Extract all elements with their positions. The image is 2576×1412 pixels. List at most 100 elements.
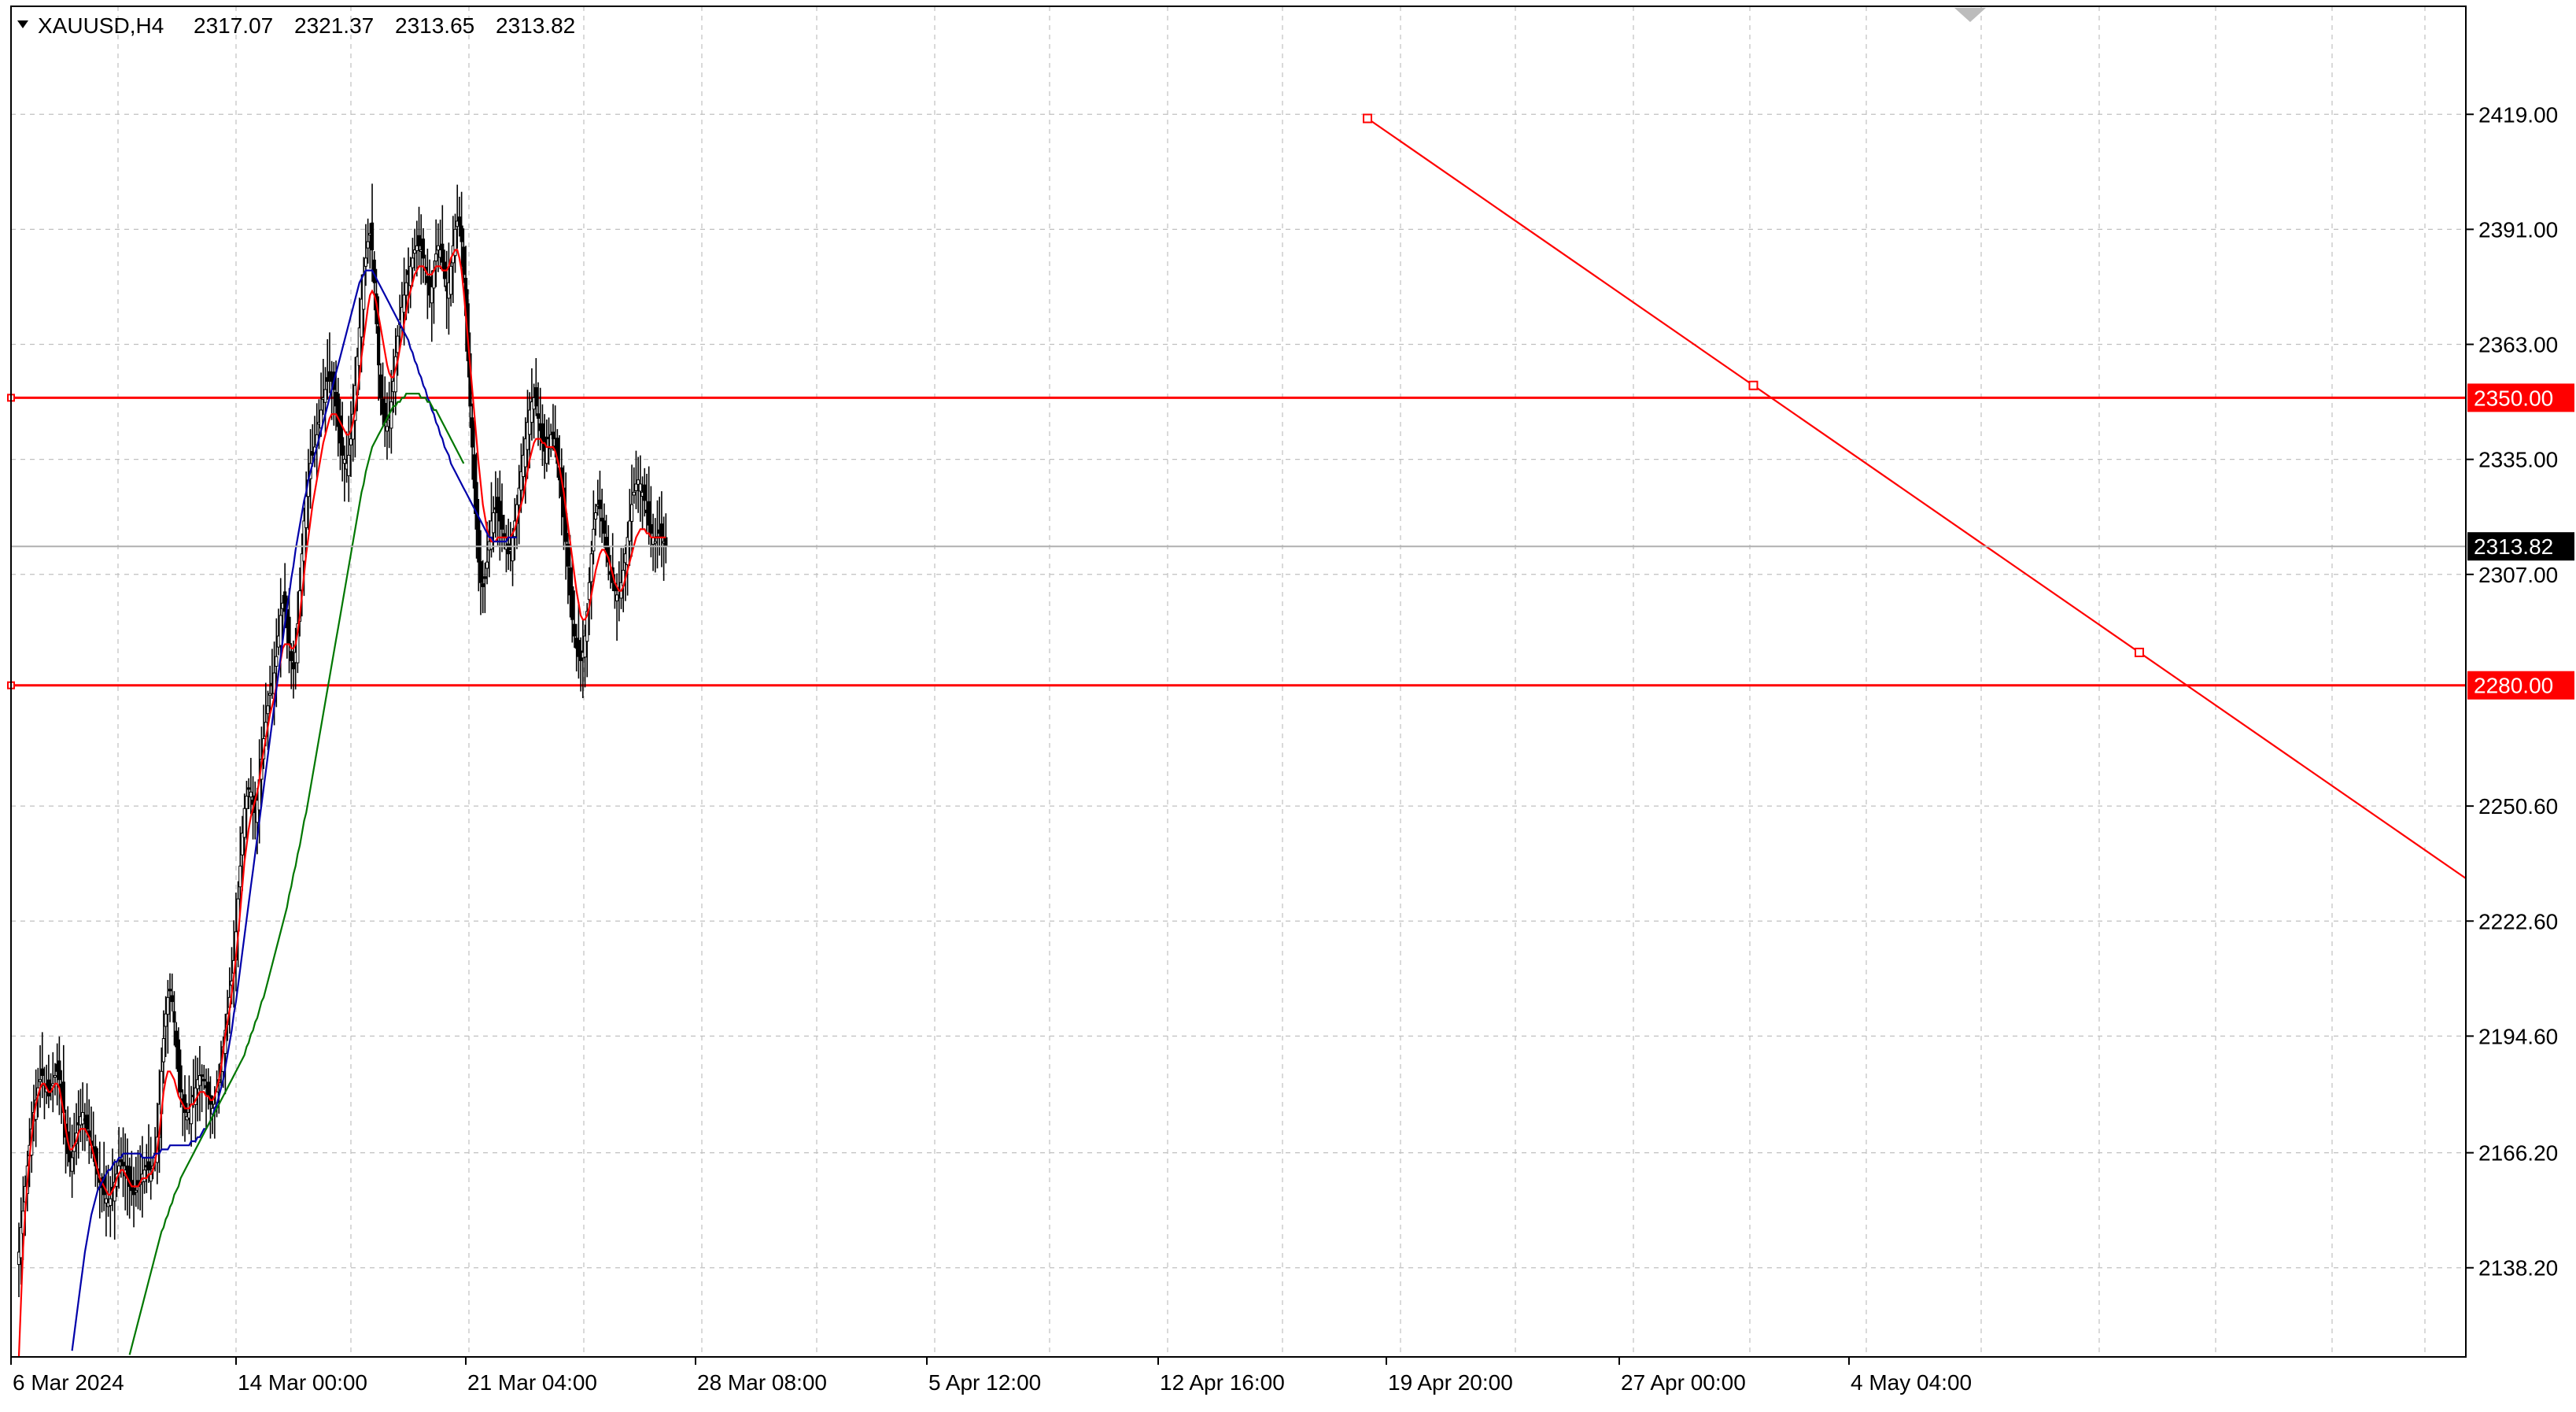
candle-body: [583, 635, 587, 658]
candle-body: [206, 1081, 210, 1097]
candle-body: [577, 640, 581, 657]
level-price-label: 2280.00: [2474, 674, 2553, 698]
candle-body: [349, 438, 353, 445]
level-price-box: [2467, 671, 2574, 700]
candle-body: [104, 1198, 109, 1204]
time-tick-label: 12 Apr 16:00: [1160, 1370, 1285, 1395]
candle-body: [602, 520, 606, 534]
dropdown-arrow-icon[interactable]: [17, 20, 28, 28]
time-axis[interactable]: 6 Mar 2024 14 Mar 00:00 21 Mar 04:00 28 Mar…: [10, 1357, 1972, 1395]
candlestick-series: [17, 183, 668, 1298]
candle-body: [19, 1227, 23, 1259]
candle-body: [249, 791, 253, 798]
price-tick-label: 2222.60: [2478, 909, 2558, 933]
candle-body: [413, 249, 417, 254]
trend-line-marker[interactable]: [1748, 380, 1759, 390]
candle-body: [127, 1166, 131, 1187]
price-tick-label: 2194.60: [2478, 1024, 2558, 1048]
price-tick-label: 2363.00: [2478, 333, 2558, 357]
candle-body: [290, 651, 293, 661]
candle-body: [477, 519, 481, 563]
candle-body: [175, 1030, 179, 1048]
candle-body: [360, 298, 364, 338]
candle-body: [85, 1114, 89, 1129]
candle-body: [68, 1151, 72, 1162]
candle-body: [242, 808, 246, 838]
price-axis[interactable]: 2419.00 2391.00 2363.00 2335.00 2307.00 2250.…: [2466, 102, 2558, 1281]
current-price-label: 2313.82: [2474, 534, 2553, 559]
trend-line-group[interactable]: [1363, 113, 2467, 879]
candle-body: [378, 374, 382, 398]
candle-body: [589, 553, 593, 582]
candle-body: [176, 1039, 180, 1072]
ma-mid-line: [71, 269, 517, 1351]
candle-body: [441, 243, 445, 263]
header-open: 2317.07: [194, 13, 273, 38]
candle-body: [364, 257, 368, 267]
candle-body: [279, 615, 282, 646]
candle-body: [142, 1170, 146, 1182]
candle-body: [459, 225, 463, 242]
header-low: 2313.65: [395, 13, 474, 38]
candle-body: [489, 520, 493, 550]
candle-body: [664, 537, 668, 546]
candle-body: [338, 415, 342, 444]
candle-body: [485, 561, 489, 569]
candle-body: [408, 265, 412, 286]
candle-body: [38, 1079, 42, 1082]
grid-lines: [11, 6, 2466, 1357]
candle-body: [632, 491, 636, 496]
candle-body: [472, 454, 476, 489]
candle-body: [266, 705, 270, 715]
trend-line-marker[interactable]: [1363, 113, 1372, 124]
candle-body: [507, 543, 511, 555]
candle-body: [600, 517, 604, 522]
candle-body: [304, 496, 308, 528]
candle-body: [598, 499, 602, 509]
candle-body: [647, 501, 651, 526]
candle-body: [572, 623, 577, 637]
candle-body: [421, 238, 426, 259]
candle-body: [587, 582, 592, 601]
header-close: 2313.82: [496, 13, 575, 38]
candle-body: [81, 1111, 85, 1125]
current-price-group: 2313.82: [11, 532, 2574, 561]
candle-body: [453, 228, 457, 257]
candle-body: [275, 656, 279, 667]
candle-body: [534, 386, 538, 407]
candle-body: [268, 693, 272, 696]
level-price-box: [2467, 383, 2574, 412]
candle-body: [342, 459, 346, 464]
price-tick-label: 2250.60: [2478, 794, 2558, 819]
price-tick-label: 2335.00: [2478, 448, 2558, 472]
chart-shift-icon[interactable]: [1954, 8, 1986, 22]
candle-body: [615, 594, 619, 601]
candle-body: [17, 1251, 21, 1266]
trend-line-marker[interactable]: [2134, 647, 2144, 657]
time-tick-label: 5 Apr 12:00: [928, 1370, 1041, 1395]
candle-body: [166, 996, 170, 1015]
candle-body: [411, 257, 415, 268]
candle-body: [341, 437, 345, 456]
candle-body: [481, 583, 485, 587]
ma-fast-line: [17, 249, 666, 1357]
candle-body: [121, 1162, 125, 1166]
candle-body: [462, 246, 466, 275]
candle-body: [474, 482, 478, 530]
candle-body: [197, 1075, 202, 1086]
candle-body: [427, 276, 432, 296]
candle-body: [46, 1079, 50, 1097]
candle-body: [430, 286, 434, 304]
candle-body: [170, 995, 174, 1003]
candle-body: [500, 515, 504, 530]
time-tick-label: 14 Mar 00:00: [238, 1370, 367, 1395]
candle-body: [146, 1161, 151, 1171]
candle-body: [526, 422, 530, 450]
candle-body: [183, 1094, 187, 1113]
time-tick-label: 19 Apr 20:00: [1388, 1370, 1513, 1395]
trend-line[interactable]: [1367, 117, 2467, 879]
candle-body: [370, 222, 375, 250]
candle-body: [336, 393, 340, 427]
